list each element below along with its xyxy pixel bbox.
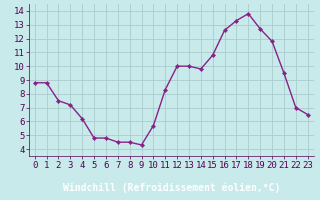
- Text: 2: 2: [56, 162, 61, 170]
- Text: 21: 21: [278, 162, 289, 170]
- Text: 6: 6: [103, 162, 108, 170]
- Text: 8: 8: [127, 162, 132, 170]
- Text: 15: 15: [207, 162, 218, 170]
- Text: 16: 16: [219, 162, 230, 170]
- Text: 13: 13: [184, 162, 194, 170]
- Text: 4: 4: [79, 162, 85, 170]
- Text: Windchill (Refroidissement éolien,°C): Windchill (Refroidissement éolien,°C): [62, 183, 280, 193]
- Text: 5: 5: [92, 162, 97, 170]
- Text: 20: 20: [267, 162, 277, 170]
- Text: 17: 17: [231, 162, 242, 170]
- Text: 14: 14: [196, 162, 206, 170]
- Text: 22: 22: [291, 162, 301, 170]
- Text: 10: 10: [148, 162, 159, 170]
- Text: 12: 12: [172, 162, 182, 170]
- Text: 11: 11: [160, 162, 171, 170]
- Text: 1: 1: [44, 162, 49, 170]
- Text: 19: 19: [255, 162, 266, 170]
- Text: 0: 0: [32, 162, 37, 170]
- Text: 3: 3: [68, 162, 73, 170]
- Text: 23: 23: [302, 162, 313, 170]
- Text: 18: 18: [243, 162, 254, 170]
- Text: 7: 7: [115, 162, 121, 170]
- Text: 9: 9: [139, 162, 144, 170]
